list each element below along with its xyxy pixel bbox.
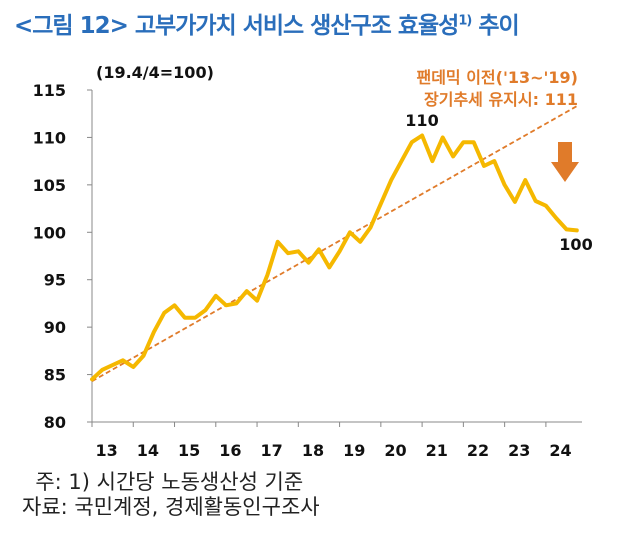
source-note: 자료: 국민계정, 경제활동인구조사: [22, 495, 320, 519]
x-tick-label: 16: [219, 441, 241, 460]
index-base-label: (19.4/4=100): [96, 63, 214, 82]
x-tick-label: 14: [137, 441, 159, 460]
chart-title: <그림 12> 고부가가치 서비스 생산구조 효율성1) 추이: [14, 6, 520, 40]
x-tick-label: 20: [384, 441, 406, 460]
y-tick-label: 100: [33, 223, 66, 242]
x-tick-label: 13: [95, 441, 117, 460]
x-tick-label: 15: [178, 441, 200, 460]
x-tick-label: 24: [549, 441, 571, 460]
trend-line: [91, 105, 578, 382]
x-tick-label: 22: [467, 441, 489, 460]
chart-title-suffix: 추이: [471, 13, 519, 39]
y-tick-label: 115: [33, 81, 66, 100]
x-tick-label: 17: [261, 441, 283, 460]
x-tick-label: 19: [343, 441, 365, 460]
x-tick-label: 18: [302, 441, 324, 460]
line-chart: 80 85 90 95 100 105 110 115 13 14 15 16 17 18 19 20 21 22…: [33, 63, 593, 460]
y-tick-label: 90: [44, 318, 66, 337]
trend-annotation-line2: 장기추세 유지시: 111: [424, 90, 578, 109]
trend-annotation-line1: 팬데믹 이전('13~'19): [416, 68, 578, 87]
y-tick-label: 110: [33, 128, 66, 147]
y-tick-label: 105: [33, 176, 66, 195]
x-tick-label: 23: [508, 441, 530, 460]
chart-title-superscript: 1): [458, 13, 472, 29]
y-tick-label: 80: [44, 413, 66, 432]
x-tick-label: 21: [426, 441, 448, 460]
peak-value-label: 110: [405, 111, 438, 130]
y-tick-label: 95: [44, 271, 66, 290]
chart-title-main: <그림 12> 고부가가치 서비스 생산구조 효율성: [14, 13, 459, 39]
down-arrow-icon: [551, 142, 579, 182]
y-tick-label: 85: [44, 366, 66, 385]
footnote: 주: 1) 시간당 노동생산성 기준: [22, 470, 304, 494]
chart-notes: 주: 1) 시간당 노동생산성 기준 자료: 국민계정, 경제활동인구조사: [22, 470, 320, 520]
end-value-label: 100: [559, 235, 592, 254]
series-line: [90, 133, 579, 382]
